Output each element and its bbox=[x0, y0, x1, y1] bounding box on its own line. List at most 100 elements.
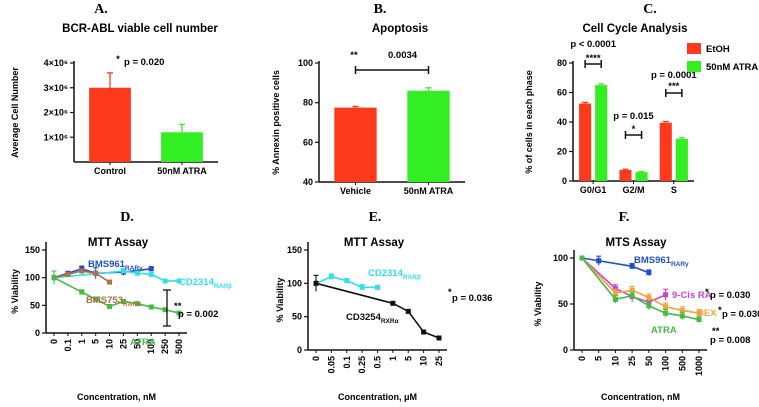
y-axis-label: % Viability bbox=[10, 269, 20, 314]
x-axis-label: Concentration, μM bbox=[338, 392, 417, 402]
y-tick-label: 0 bbox=[562, 176, 567, 186]
significance-stars: * bbox=[718, 305, 722, 316]
y-tick-label: 20 bbox=[557, 147, 567, 157]
x-tick-label: 500 bbox=[677, 356, 687, 371]
data-point bbox=[390, 300, 396, 306]
chart-title: Cell Cycle Analysis bbox=[582, 23, 687, 35]
legend-label: 50nM ATRA bbox=[706, 62, 758, 73]
chart-title: MTT Assay bbox=[344, 237, 405, 249]
bar-50nm-atra bbox=[161, 132, 203, 162]
panel-d: D. MTT Assay % Viability Concentration, nM 0… bbox=[10, 210, 232, 402]
panel-b: B. Apoptosis % Annexin positive cells 40 60 8… bbox=[271, 2, 465, 196]
x-tick-label: 50nM ATRA bbox=[157, 166, 207, 176]
significance-stars: ** bbox=[174, 301, 182, 312]
data-point bbox=[344, 278, 350, 284]
p-value: 0.0034 bbox=[388, 50, 418, 61]
data-point bbox=[148, 266, 154, 272]
data-point bbox=[663, 310, 669, 316]
significance-stars: * bbox=[448, 287, 452, 298]
series-label-bms753-text: BMS753 bbox=[86, 295, 123, 306]
bar-etoh bbox=[619, 169, 632, 181]
series-label-cd2314-subscript: RARβ bbox=[403, 274, 421, 281]
series-label-bms961-text: BMS961 bbox=[88, 259, 126, 270]
x-tick-label: 0 bbox=[311, 356, 321, 361]
significance-stars: ** bbox=[712, 326, 720, 337]
x-tick-label: 100 bbox=[146, 339, 156, 354]
bar-etoh bbox=[579, 103, 592, 181]
data-point bbox=[79, 289, 85, 295]
x-tick-label: 50 bbox=[644, 356, 654, 366]
x-tick-label: 0 bbox=[49, 339, 59, 344]
p-value: p = 0.030 bbox=[722, 309, 759, 320]
series-label-bms961-text: BMS961 bbox=[634, 255, 672, 266]
series-label-cd2314-text: CD2314 bbox=[368, 268, 404, 279]
legend-label: EtOH bbox=[706, 44, 730, 55]
data-point bbox=[134, 301, 140, 307]
significance-stars: *** bbox=[668, 81, 679, 92]
y-tick-label: 100 bbox=[25, 273, 40, 283]
x-tick-label: 0.1 bbox=[63, 339, 73, 352]
y-tick-label: 50 bbox=[30, 300, 40, 310]
y-tick-label: 50 bbox=[558, 299, 568, 309]
chart-title: BCR-ABL viable cell number bbox=[62, 23, 218, 35]
data-point bbox=[65, 271, 71, 277]
data-point bbox=[134, 270, 140, 276]
panel-letter: C. bbox=[643, 2, 657, 17]
data-point bbox=[646, 295, 652, 301]
y-tick-label: 3×10⁶ bbox=[44, 83, 68, 93]
data-point bbox=[359, 284, 365, 290]
x-tick-label: 25 bbox=[627, 356, 637, 366]
series-label-atra: ATRA bbox=[651, 325, 677, 336]
x-tick-label: 10 bbox=[610, 356, 620, 366]
series-label-atra: ATRA bbox=[130, 337, 156, 348]
significance-stars: * bbox=[116, 54, 120, 65]
data-point bbox=[696, 317, 702, 323]
data-point bbox=[629, 263, 635, 269]
data-point bbox=[176, 278, 182, 284]
bar-50nm-atra bbox=[635, 172, 648, 181]
panel-letter: E. bbox=[369, 210, 382, 225]
x-axis-label: Concentration, nM bbox=[601, 392, 680, 402]
y-tick-label: 60 bbox=[557, 88, 567, 98]
p-value: p = 0.0001 bbox=[651, 70, 697, 81]
y-tick-label: 60 bbox=[303, 137, 313, 147]
x-tick-label: 0 bbox=[577, 356, 587, 361]
panel-letter: D. bbox=[120, 210, 134, 225]
series-cd2314 bbox=[51, 268, 182, 284]
x-tick-label: 50 bbox=[132, 339, 142, 349]
x-tick-label: 5 bbox=[403, 356, 413, 361]
panel-e: E. MTT Assay % Viability Concentration, μM 0… bbox=[275, 210, 492, 402]
y-tick-label: 80 bbox=[303, 98, 313, 108]
p-value: p < 0.0001 bbox=[570, 39, 616, 50]
x-tick-label: 10 bbox=[105, 339, 115, 349]
data-point bbox=[663, 304, 669, 310]
data-point bbox=[612, 296, 618, 302]
data-point bbox=[696, 310, 702, 316]
significance-stars: ** bbox=[350, 50, 358, 61]
x-tick-label: 100 bbox=[661, 356, 671, 371]
x-tick-label: 1000 bbox=[694, 356, 704, 376]
bar-etoh bbox=[659, 122, 672, 181]
series-label-cd2314: CD2314RARβ bbox=[179, 277, 232, 290]
panel-f: F. MTS Assay % Viability Concentration, nM 0… bbox=[533, 210, 759, 402]
y-tick-label: 1×10⁶ bbox=[44, 132, 68, 142]
series-label-cd3254: CD3254RXRα bbox=[346, 312, 399, 325]
y-axis-label: % Viability bbox=[275, 278, 285, 323]
series-label-bms961-subscript: RARγ bbox=[125, 265, 143, 272]
bar-vehicle bbox=[334, 107, 377, 182]
data-point bbox=[79, 268, 85, 274]
data-point bbox=[162, 278, 168, 284]
data-point bbox=[148, 304, 154, 310]
data-point bbox=[93, 296, 99, 302]
y-axis-label: % Annexin positive cells bbox=[271, 70, 281, 175]
x-tick-label: 1 bbox=[388, 356, 398, 361]
x-tick-label: 0.05 bbox=[326, 356, 336, 374]
data-point bbox=[107, 279, 113, 285]
x-tick-label: 250 bbox=[160, 339, 170, 354]
significance-stars: * bbox=[632, 124, 636, 135]
data-point bbox=[629, 293, 635, 299]
x-tick-label: 500 bbox=[174, 339, 184, 354]
data-point bbox=[162, 307, 168, 313]
series-atra bbox=[51, 270, 182, 316]
panel-letter: B. bbox=[374, 2, 387, 17]
